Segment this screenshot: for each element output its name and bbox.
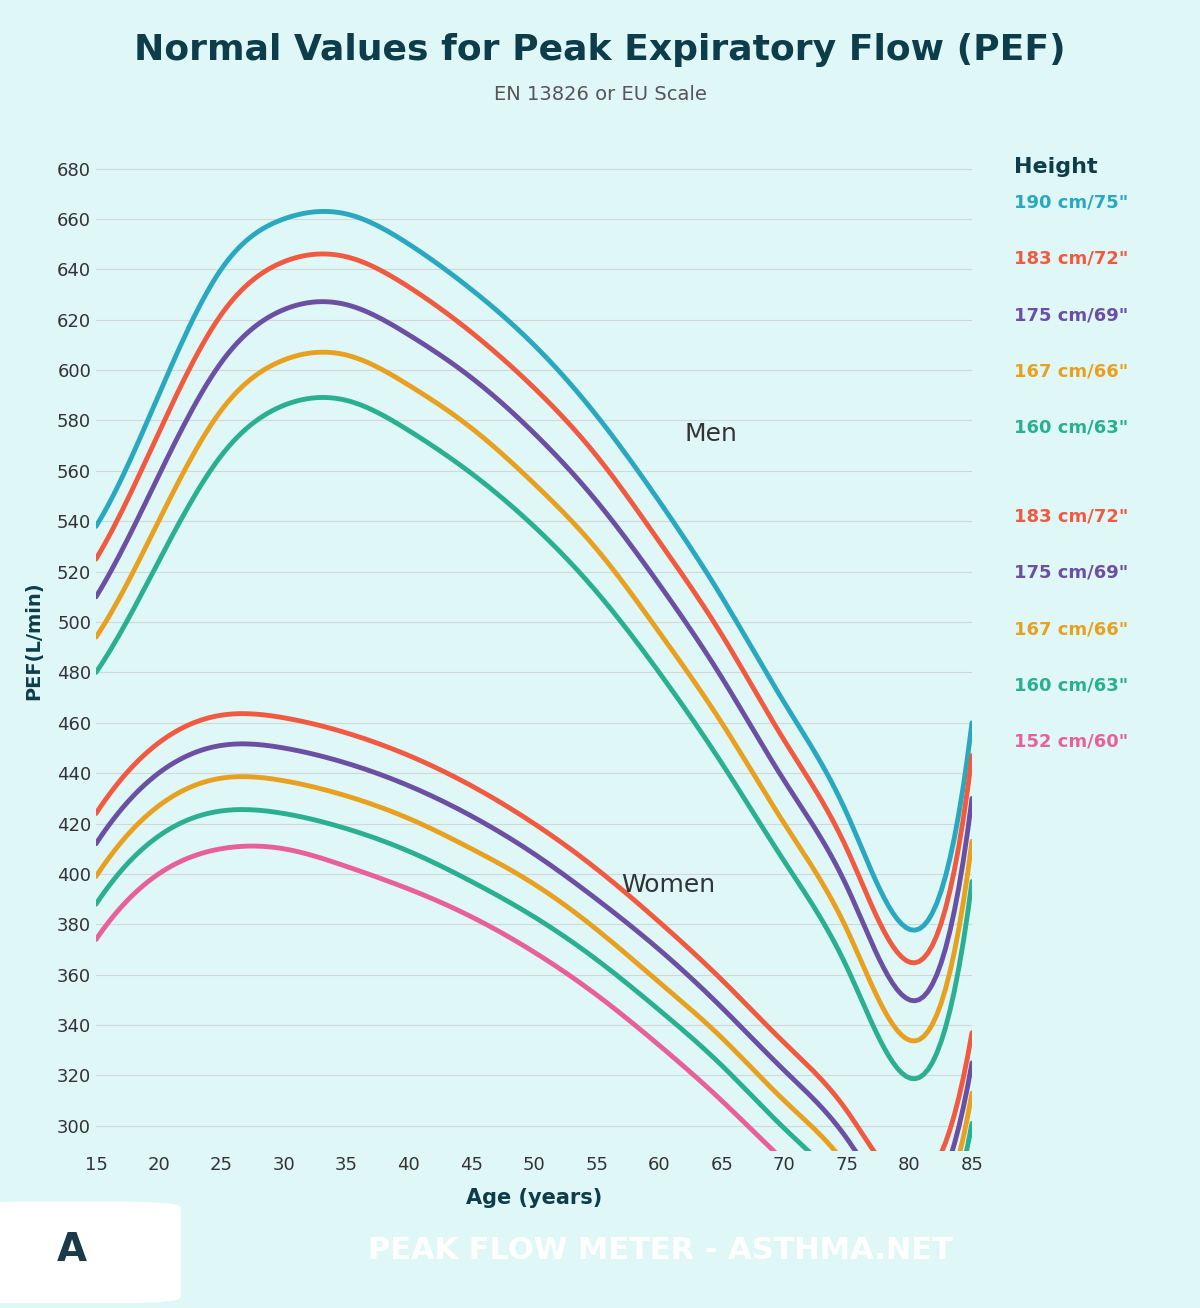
Text: 175 cm/69": 175 cm/69" [1014,306,1128,324]
FancyBboxPatch shape [0,1202,180,1303]
Text: 183 cm/72": 183 cm/72" [1014,250,1128,268]
Text: Height: Height [1014,157,1098,177]
Text: Men: Men [684,421,737,446]
Text: Women: Women [622,872,715,896]
Text: Normal Values for Peak Expiratory Flow (PEF): Normal Values for Peak Expiratory Flow (… [134,33,1066,67]
Text: 183 cm/72": 183 cm/72" [1014,508,1128,526]
Text: 190 cm/75": 190 cm/75" [1014,194,1128,212]
Text: 160 cm/63": 160 cm/63" [1014,676,1128,695]
Text: A: A [56,1231,88,1269]
Text: PEAK FLOW METER - ASTHMA.NET: PEAK FLOW METER - ASTHMA.NET [367,1236,953,1265]
Text: EN 13826 or EU Scale: EN 13826 or EU Scale [493,85,707,105]
Text: 175 cm/69": 175 cm/69" [1014,564,1128,582]
Text: 167 cm/66": 167 cm/66" [1014,362,1128,381]
Y-axis label: PEF(L/min): PEF(L/min) [24,582,43,700]
X-axis label: Age (years): Age (years) [466,1188,602,1207]
Text: 160 cm/63": 160 cm/63" [1014,419,1128,437]
Text: 152 cm/60": 152 cm/60" [1014,732,1128,751]
Text: 167 cm/66": 167 cm/66" [1014,620,1128,638]
